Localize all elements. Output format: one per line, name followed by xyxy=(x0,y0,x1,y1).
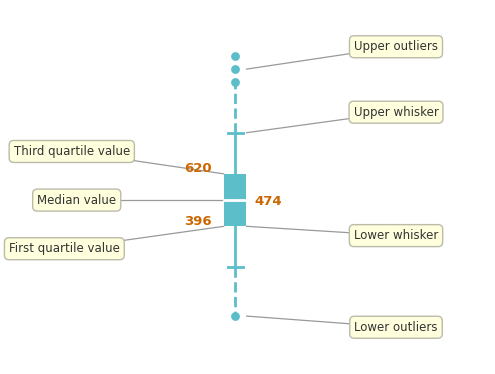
Text: Third quartile value: Third quartile value xyxy=(14,145,130,158)
Point xyxy=(231,53,239,59)
Text: First quartile value: First quartile value xyxy=(9,242,120,255)
Point xyxy=(231,66,239,72)
FancyBboxPatch shape xyxy=(224,174,246,200)
Text: Lower whisker: Lower whisker xyxy=(354,229,438,242)
Text: Lower outliers: Lower outliers xyxy=(354,321,438,334)
Text: 396: 396 xyxy=(184,215,212,228)
Text: Median value: Median value xyxy=(37,194,116,206)
Point xyxy=(231,79,239,85)
FancyBboxPatch shape xyxy=(224,200,246,226)
Text: 474: 474 xyxy=(255,196,283,208)
Point xyxy=(231,313,239,319)
Text: Upper outliers: Upper outliers xyxy=(354,40,438,53)
Text: Upper whisker: Upper whisker xyxy=(353,106,439,119)
Text: 620: 620 xyxy=(184,162,212,175)
